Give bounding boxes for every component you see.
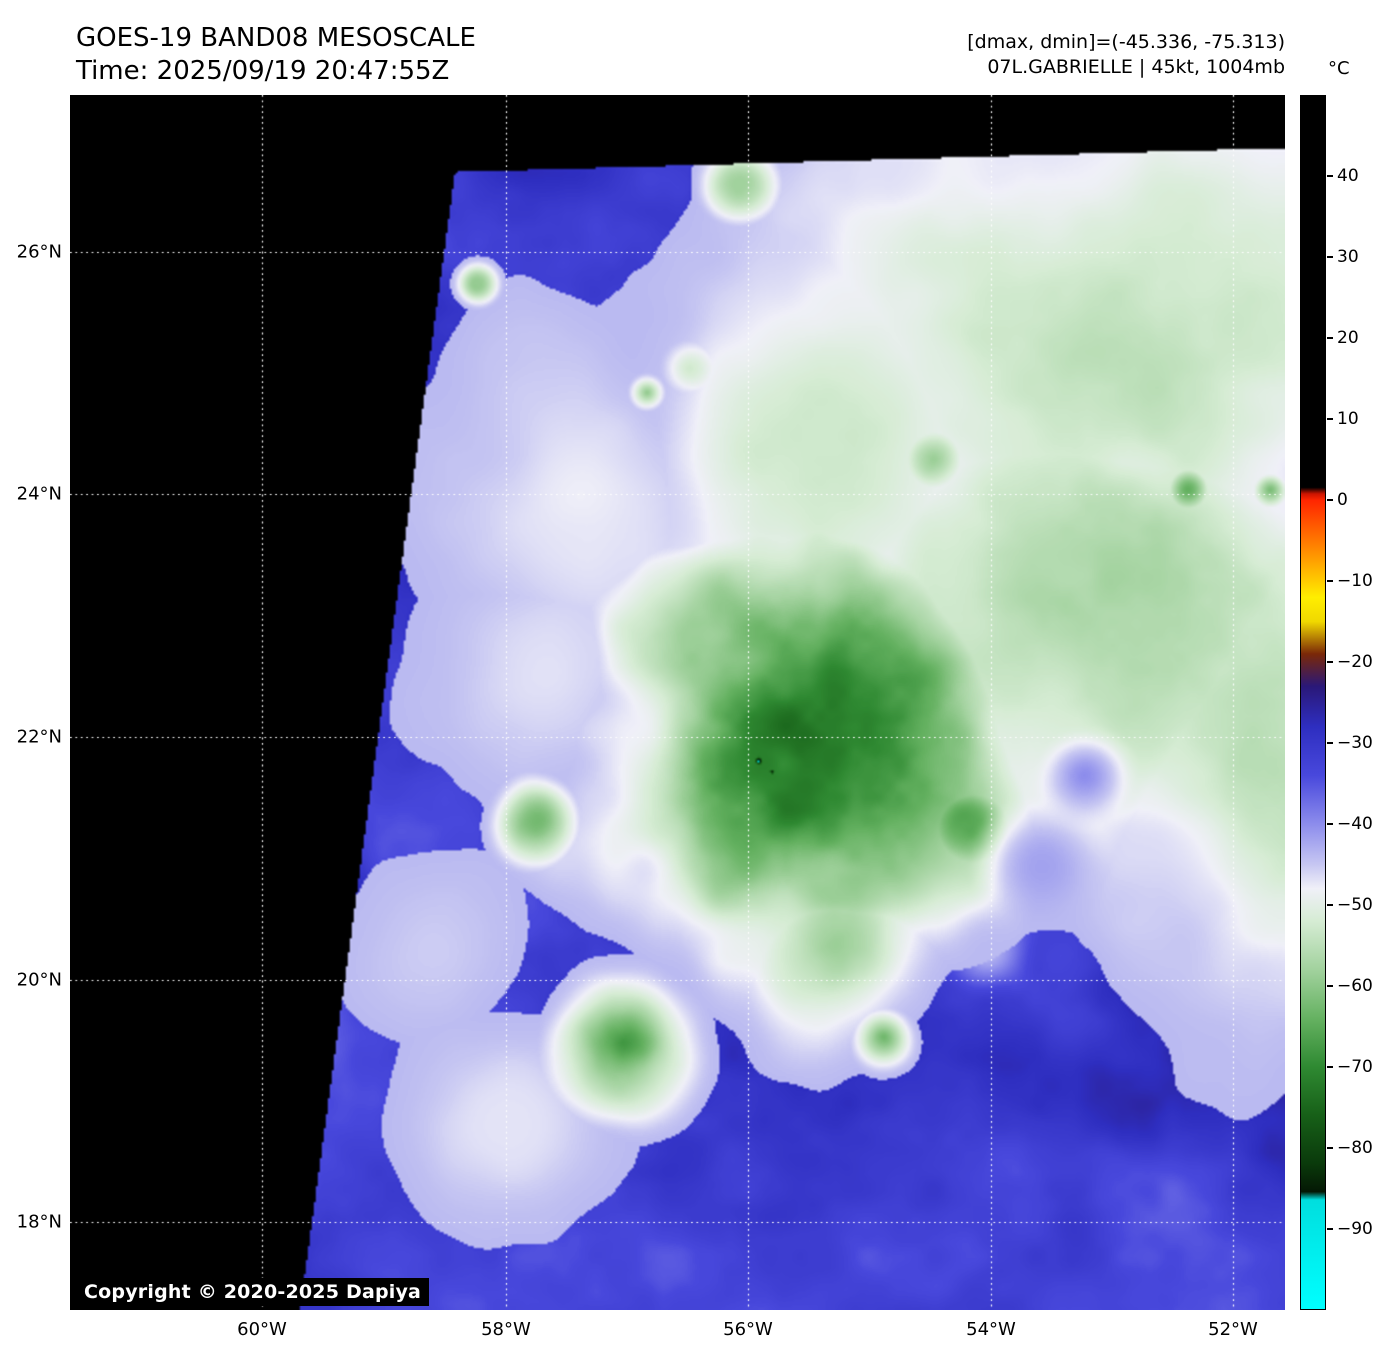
colorbar-tick-label: 0 [1337, 490, 1348, 510]
colorbar-tick-label: 10 [1337, 409, 1359, 429]
lon-tick-label: 58°W [481, 1319, 531, 1340]
colorbar-tick-mark [1327, 1066, 1333, 1068]
satellite-map: Copyright © 2020-2025 Dapiya [70, 95, 1285, 1310]
colorbar-tick-label: 30 [1337, 247, 1359, 267]
colorbar-tick-mark [1327, 418, 1333, 420]
title-block: GOES-19 BAND08 MESOSCALE Time: 2025/09/1… [76, 22, 476, 88]
colorbar-tick-mark [1327, 661, 1333, 663]
lat-tick-label: 20°N [16, 969, 62, 991]
lon-tick-label: 54°W [966, 1319, 1016, 1340]
header-right: [dmax, dmin]=(-45.336, -75.313) 07L.GABR… [967, 30, 1285, 80]
colorbar-tick-mark [1327, 742, 1333, 744]
colorbar-tick-mark [1327, 499, 1333, 501]
satellite-map-canvas [70, 95, 1285, 1310]
lat-tick-label: 24°N [16, 483, 62, 505]
storm-info-label: 07L.GABRIELLE | 45kt, 1004mb [987, 56, 1285, 78]
page-title: GOES-19 BAND08 MESOSCALE [76, 23, 476, 53]
colorbar-unit-label: °C [1328, 58, 1350, 79]
lon-tick-label: 52°W [1208, 1319, 1258, 1340]
colorbar-tick-mark [1327, 1147, 1333, 1149]
lat-tick-label: 26°N [16, 241, 62, 263]
colorbar-tick-label: −10 [1337, 571, 1373, 591]
colorbar [1300, 95, 1326, 1310]
colorbar-tick-label: −40 [1337, 814, 1373, 834]
colorbar-tick-label: −60 [1337, 976, 1373, 996]
colorbar-tick-mark [1327, 175, 1333, 177]
colorbar-tick-label: −90 [1337, 1219, 1373, 1239]
colorbar-tick-mark [1327, 580, 1333, 582]
colorbar-tick-label: 20 [1337, 328, 1359, 348]
time-label: Time: 2025/09/19 20:47:55Z [76, 56, 450, 86]
colorbar-tick-mark [1327, 904, 1333, 906]
lat-tick-label: 22°N [16, 726, 62, 748]
colorbar-tick-mark [1327, 256, 1333, 258]
colorbar-tick-label: −50 [1337, 895, 1373, 915]
colorbar-tick-label: −30 [1337, 733, 1373, 753]
lat-tick-label: 18°N [16, 1211, 62, 1233]
colorbar-tick-label: −20 [1337, 652, 1373, 672]
colorbar-tick-mark [1327, 337, 1333, 339]
colorbar-tick-mark [1327, 1228, 1333, 1230]
dminmax-label: [dmax, dmin]=(-45.336, -75.313) [967, 31, 1285, 53]
colorbar-tick-label: −70 [1337, 1057, 1373, 1077]
lon-tick-label: 60°W [237, 1319, 287, 1340]
colorbar-tick-mark [1327, 823, 1333, 825]
colorbar-tick-label: 40 [1337, 166, 1359, 186]
lon-tick-label: 56°W [723, 1319, 773, 1340]
colorbar-tick-label: −80 [1337, 1138, 1373, 1158]
colorbar-tick-mark [1327, 985, 1333, 987]
copyright-badge: Copyright © 2020-2025 Dapiya [76, 1278, 430, 1306]
